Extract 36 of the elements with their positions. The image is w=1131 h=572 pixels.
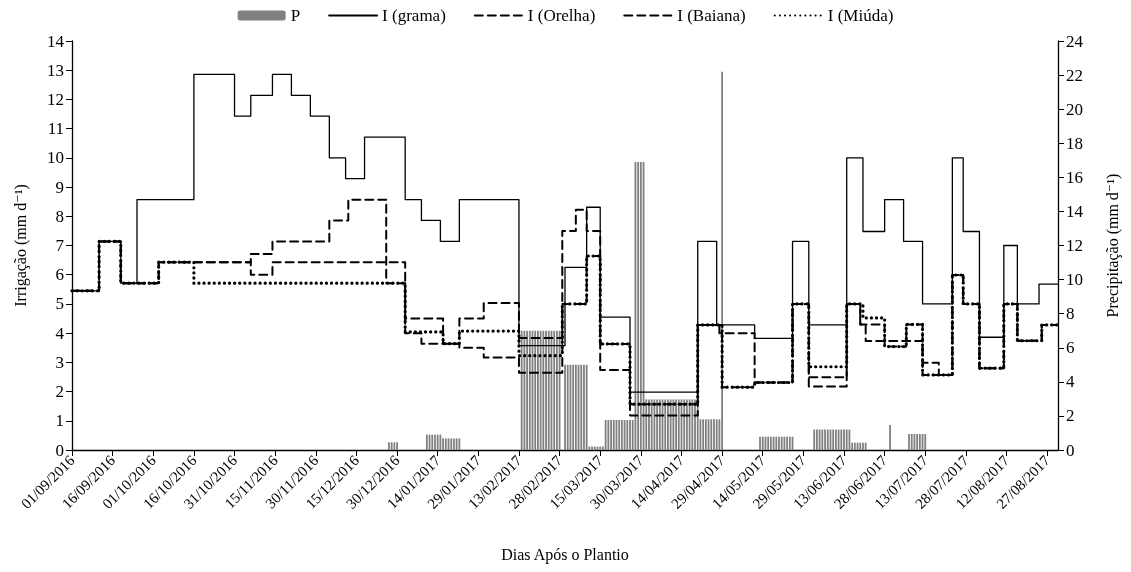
y2-axis-title: Precipitação (mm d⁻¹): [1103, 173, 1122, 318]
y2-tick-label: 20: [1066, 99, 1083, 119]
x-axis-title: Dias Após o Plantio: [501, 545, 629, 564]
y-tick-label: 2: [55, 382, 64, 402]
y2-tick-label: 2: [1066, 406, 1075, 426]
y2-tick-label: 8: [1066, 304, 1075, 324]
legend-label: I (Orelha): [527, 6, 596, 25]
y-tick-label: 7: [55, 236, 65, 255]
legend-label: I (Miúda): [827, 6, 894, 25]
y-tick-label: 3: [55, 352, 64, 372]
y2-tick-label: 16: [1066, 167, 1083, 187]
y-tick-label: 9: [55, 177, 64, 197]
y-tick-label: 13: [47, 60, 64, 80]
y2-tick-label: 12: [1066, 236, 1083, 255]
y-tick-label: 11: [47, 119, 64, 139]
y-tick-label: 14: [47, 31, 65, 51]
legend-label: I (Baiana): [677, 6, 746, 25]
legend-label: P: [290, 6, 301, 25]
y2-tick-label: 0: [1066, 440, 1075, 460]
y2-tick-label: 14: [1066, 201, 1084, 221]
legend-label: I (grama): [382, 6, 446, 25]
y-tick-label: 6: [55, 265, 64, 285]
y-tick-label: 0: [55, 440, 64, 460]
y2-tick-label: 10: [1066, 270, 1083, 290]
y-tick-label: 4: [55, 323, 65, 343]
y-axis-title: Irrigação (mm d⁻¹): [11, 184, 30, 307]
y-tick-label: 5: [55, 294, 64, 314]
y-tick-label: 8: [55, 206, 64, 226]
y2-tick-label: 18: [1066, 133, 1083, 153]
y-tick-label: 1: [55, 411, 64, 431]
y-tick-label: 12: [47, 89, 64, 109]
y-tick-label: 10: [47, 148, 64, 168]
y2-tick-label: 24: [1066, 31, 1084, 51]
y2-tick-label: 6: [1066, 338, 1075, 358]
y2-tick-label: 4: [1066, 372, 1075, 392]
y2-tick-label: 22: [1066, 65, 1083, 85]
